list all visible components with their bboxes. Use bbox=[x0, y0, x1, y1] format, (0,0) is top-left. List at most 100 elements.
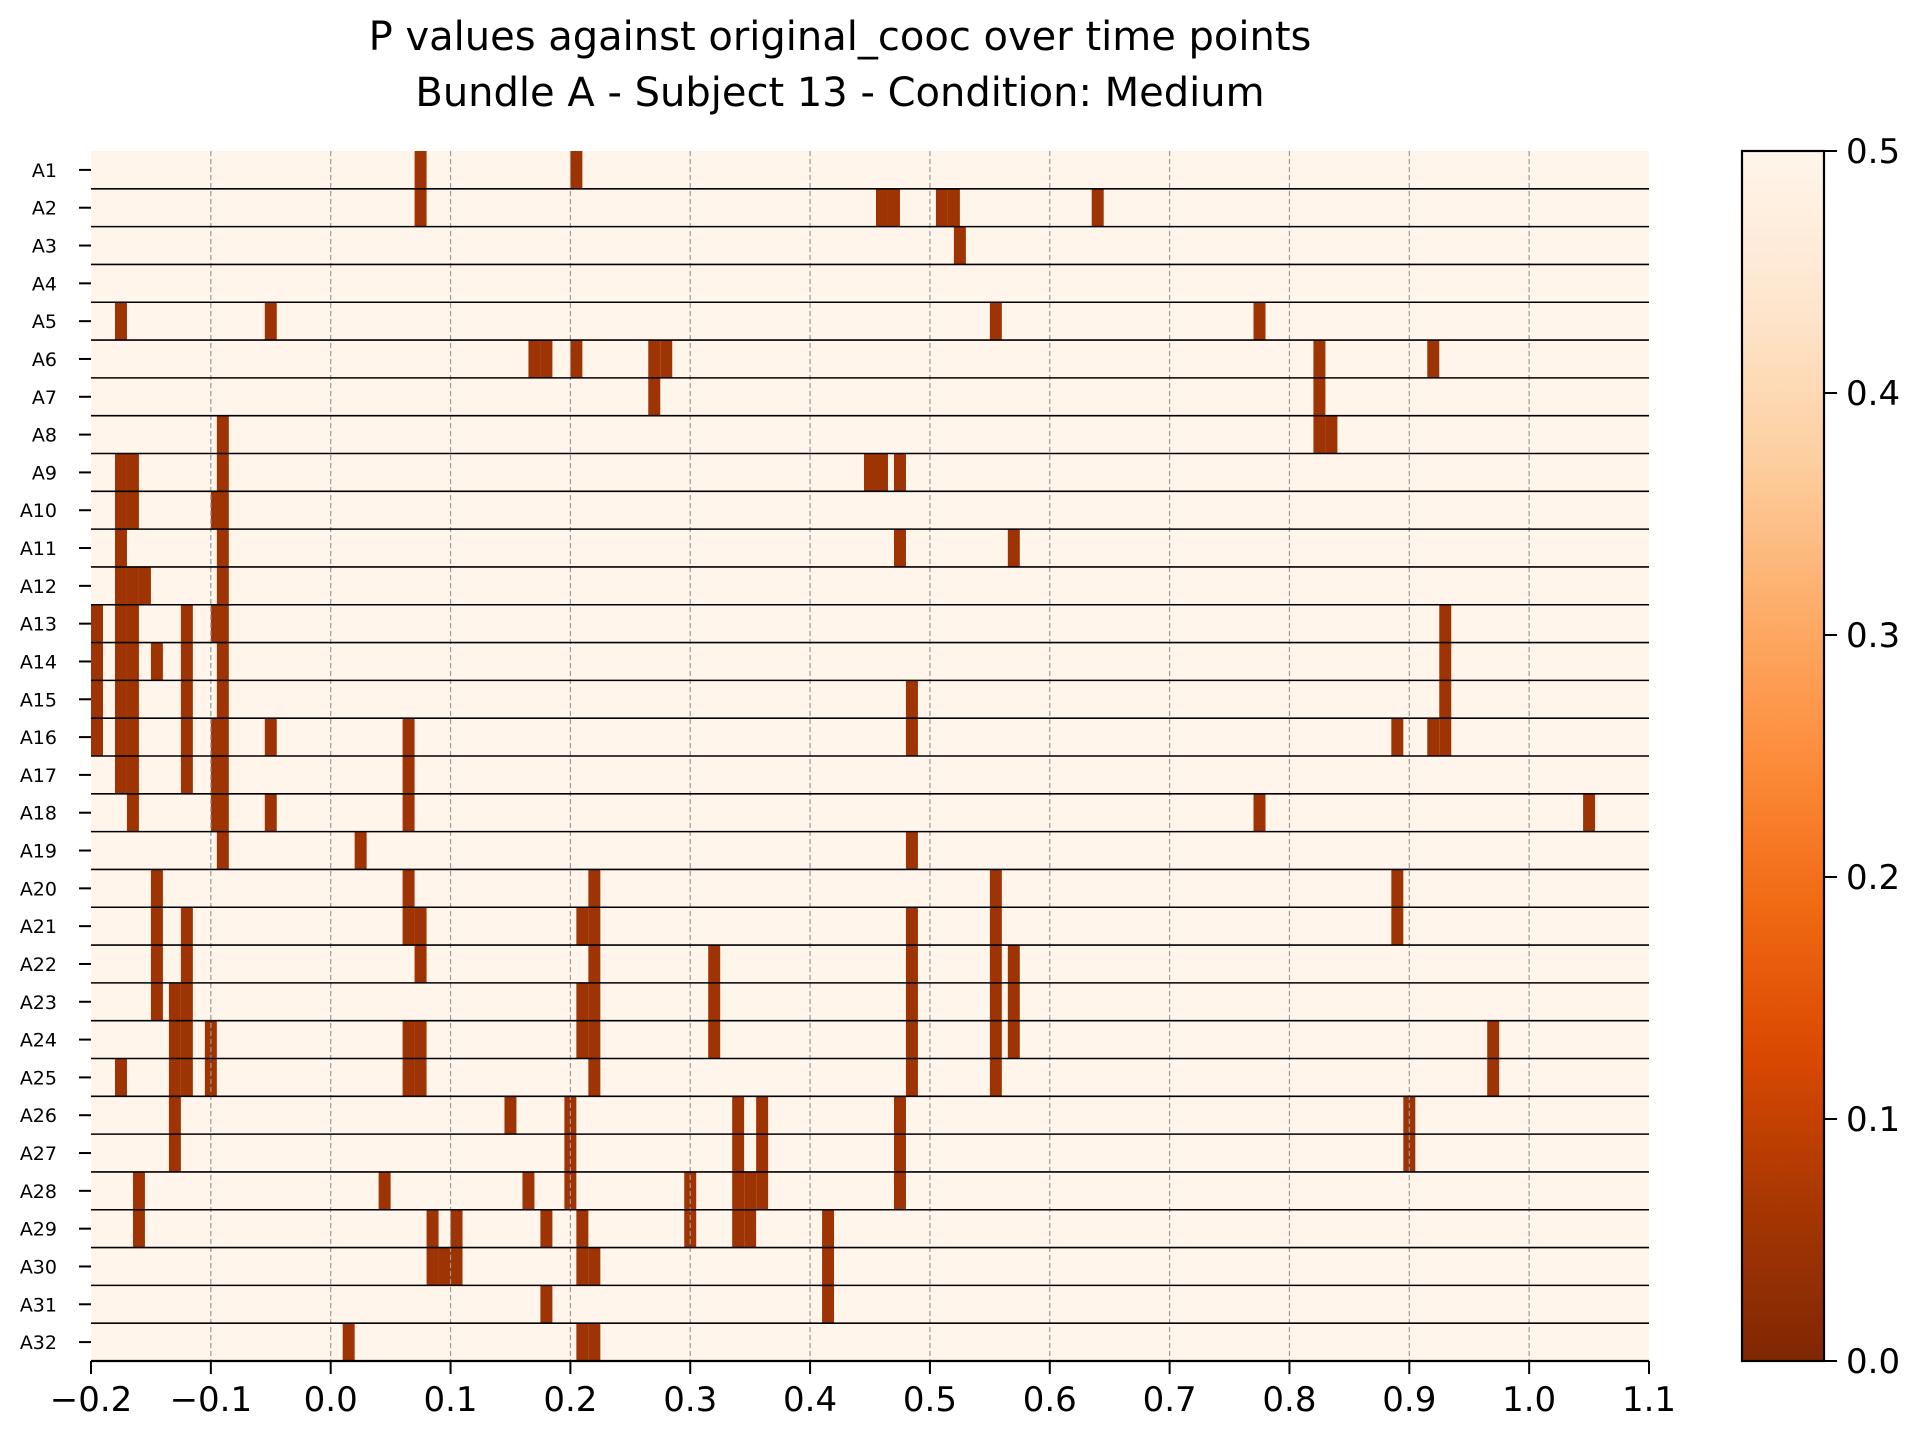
heatmap-cell bbox=[402, 718, 415, 756]
chart-subtitle: Bundle A - Subject 13 - Condition: Mediu… bbox=[415, 70, 1264, 116]
heatmap-cell bbox=[893, 1134, 906, 1172]
y-tick-label: A22 bbox=[20, 954, 57, 976]
heatmap-cell bbox=[648, 377, 661, 416]
y-tick-label: A30 bbox=[20, 1256, 57, 1278]
heatmap-cell bbox=[564, 1171, 577, 1210]
heatmap-cell bbox=[402, 793, 415, 832]
colorbar-tick-label: 0.4 bbox=[1846, 374, 1900, 414]
y-tick-label: A3 bbox=[32, 236, 57, 258]
heatmap-cell bbox=[216, 718, 229, 756]
heatmap-cell bbox=[1439, 604, 1452, 643]
heatmap-cell bbox=[114, 453, 127, 492]
heatmap-cell bbox=[1253, 302, 1266, 341]
heatmap-cell bbox=[732, 1134, 745, 1172]
heatmap-cell bbox=[126, 793, 139, 832]
colorbar-tick-label: 0.3 bbox=[1846, 616, 1900, 656]
heatmap-cell bbox=[180, 756, 193, 794]
heatmap-cell bbox=[264, 793, 277, 832]
heatmap-cell bbox=[989, 907, 1002, 946]
y-tick-label: A8 bbox=[32, 425, 57, 447]
heatmap-cell bbox=[91, 680, 103, 719]
heatmap-cell bbox=[114, 680, 127, 719]
heatmap-cell bbox=[540, 1209, 553, 1248]
y-tick-label: A9 bbox=[32, 462, 57, 484]
heatmap-cell bbox=[132, 1171, 145, 1210]
heatmap-cell bbox=[414, 907, 427, 946]
heatmap-cell bbox=[114, 756, 127, 794]
heatmap-cell bbox=[180, 604, 193, 643]
heatmap-cell bbox=[114, 491, 127, 530]
y-tick-label: A1 bbox=[32, 160, 57, 182]
y-tick-label: A26 bbox=[20, 1105, 57, 1127]
heatmap-cell bbox=[905, 982, 918, 1021]
heatmap-cell bbox=[989, 302, 1002, 341]
heatmap-cell bbox=[91, 604, 103, 643]
heatmap-cell bbox=[180, 982, 193, 1021]
colorbar: 0.0 0.1 0.2 0.3 0.4 0.5 bbox=[1740, 132, 1900, 1382]
heatmap-cell bbox=[216, 491, 229, 530]
heatmap-cell bbox=[989, 945, 1002, 983]
heatmap-cell bbox=[114, 302, 127, 341]
x-tick-label: 0.6 bbox=[1023, 1380, 1077, 1420]
heatmap-cell bbox=[216, 793, 229, 832]
heatmap-cell bbox=[1427, 340, 1440, 378]
heatmap-cell bbox=[576, 1247, 589, 1286]
heatmap-cell bbox=[168, 1096, 181, 1135]
heatmap-cell bbox=[732, 1209, 745, 1248]
x-tick-label: 0.1 bbox=[423, 1380, 477, 1420]
plot-area: A1 A2 A3 A4 A5 A6 A7 A8 A9 A10 A11 A12 A13 A14 A15 A16 A… bbox=[20, 151, 1676, 1420]
heatmap-cell bbox=[540, 340, 553, 378]
heatmap-cell bbox=[1487, 1058, 1500, 1097]
heatmap-cell bbox=[588, 907, 601, 946]
heatmap-cell bbox=[875, 453, 888, 492]
heatmap-cell bbox=[989, 982, 1002, 1021]
heatmap-cell bbox=[438, 1247, 451, 1286]
heatmap-cell bbox=[1391, 907, 1404, 946]
heatmap-cell bbox=[216, 529, 229, 567]
heatmap-cell bbox=[989, 869, 1002, 908]
heatmap-cell bbox=[126, 453, 139, 492]
heatmap-cell bbox=[426, 1209, 439, 1248]
heatmap-cell bbox=[1439, 718, 1452, 756]
heatmap-cell bbox=[540, 1285, 553, 1324]
x-tick-label: −0.1 bbox=[170, 1380, 253, 1420]
heatmap-cell bbox=[875, 188, 888, 227]
y-tick-label: A14 bbox=[20, 651, 57, 673]
y-tick-label: A10 bbox=[20, 500, 57, 522]
heatmap-cell bbox=[414, 1058, 427, 1097]
y-tick-label: A13 bbox=[20, 614, 57, 636]
heatmap-cell bbox=[935, 188, 948, 227]
y-tick-label: A16 bbox=[20, 727, 57, 749]
heatmap-cell bbox=[504, 1096, 517, 1135]
heatmap-cell bbox=[1091, 188, 1104, 227]
heatmap-cell bbox=[1487, 1020, 1500, 1059]
y-tick-label: A32 bbox=[20, 1332, 57, 1354]
heatmap-cell bbox=[216, 453, 229, 492]
heatmap-cell bbox=[402, 1058, 415, 1097]
heatmap-cell bbox=[1439, 642, 1452, 681]
x-tick-label: 0.5 bbox=[903, 1380, 957, 1420]
heatmap-cell bbox=[168, 1134, 181, 1172]
heatmap-cell bbox=[1325, 415, 1338, 454]
heatmap-cell bbox=[180, 642, 193, 681]
y-tick-label: A28 bbox=[20, 1181, 57, 1203]
heatmap-cell bbox=[126, 718, 139, 756]
heatmap-cell bbox=[126, 566, 139, 605]
heatmap-cell bbox=[426, 1247, 439, 1286]
heatmap-cell bbox=[91, 642, 103, 681]
heatmap-cell bbox=[756, 1134, 769, 1172]
heatmap-cell bbox=[414, 1020, 427, 1059]
y-tick-label: A4 bbox=[32, 273, 57, 295]
colorbar-tick-label: 0.0 bbox=[1846, 1342, 1900, 1382]
y-tick-label: A2 bbox=[32, 198, 57, 220]
heatmap-cell bbox=[180, 680, 193, 719]
heatmap-cell bbox=[1007, 1020, 1020, 1059]
heatmap-cell bbox=[887, 188, 900, 227]
heatmap-cell bbox=[576, 1323, 589, 1361]
y-tick-label: A11 bbox=[20, 538, 57, 560]
heatmap-cell bbox=[864, 453, 876, 492]
y-tick-label: A15 bbox=[20, 689, 57, 711]
heatmap-cell bbox=[893, 1096, 906, 1135]
heatmap-cell bbox=[588, 945, 601, 983]
heatmap-cell bbox=[216, 831, 229, 870]
